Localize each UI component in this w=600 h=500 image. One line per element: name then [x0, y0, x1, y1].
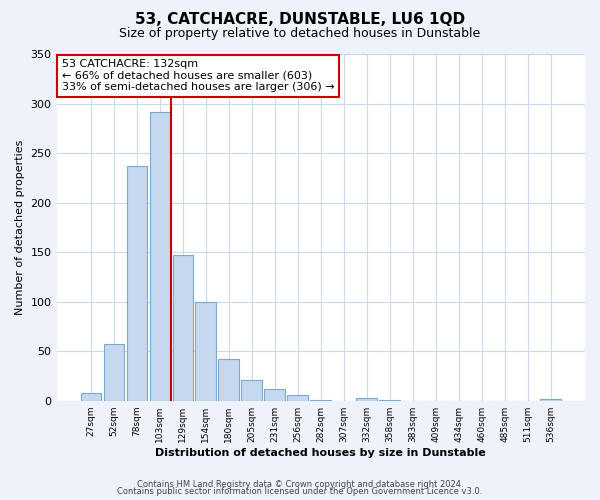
Text: Size of property relative to detached houses in Dunstable: Size of property relative to detached ho… — [119, 28, 481, 40]
Bar — [149, 112, 170, 401]
Text: 53, CATCHACRE, DUNSTABLE, LU6 1QD: 53, CATCHACRE, DUNSTABLE, LU6 1QD — [135, 12, 465, 28]
Bar — [104, 344, 124, 401]
Bar — [196, 302, 216, 400]
Bar — [540, 398, 561, 400]
Bar — [356, 398, 377, 400]
Bar — [127, 166, 147, 400]
Text: 53 CATCHACRE: 132sqm
← 66% of detached houses are smaller (603)
33% of semi-deta: 53 CATCHACRE: 132sqm ← 66% of detached h… — [62, 59, 334, 92]
X-axis label: Distribution of detached houses by size in Dunstable: Distribution of detached houses by size … — [155, 448, 486, 458]
Text: Contains HM Land Registry data © Crown copyright and database right 2024.: Contains HM Land Registry data © Crown c… — [137, 480, 463, 489]
Text: Contains public sector information licensed under the Open Government Licence v3: Contains public sector information licen… — [118, 488, 482, 496]
Y-axis label: Number of detached properties: Number of detached properties — [15, 140, 25, 315]
Bar — [173, 255, 193, 400]
Bar — [218, 359, 239, 401]
Bar — [241, 380, 262, 400]
Bar — [287, 395, 308, 400]
Bar — [80, 393, 101, 400]
Bar — [265, 389, 285, 400]
